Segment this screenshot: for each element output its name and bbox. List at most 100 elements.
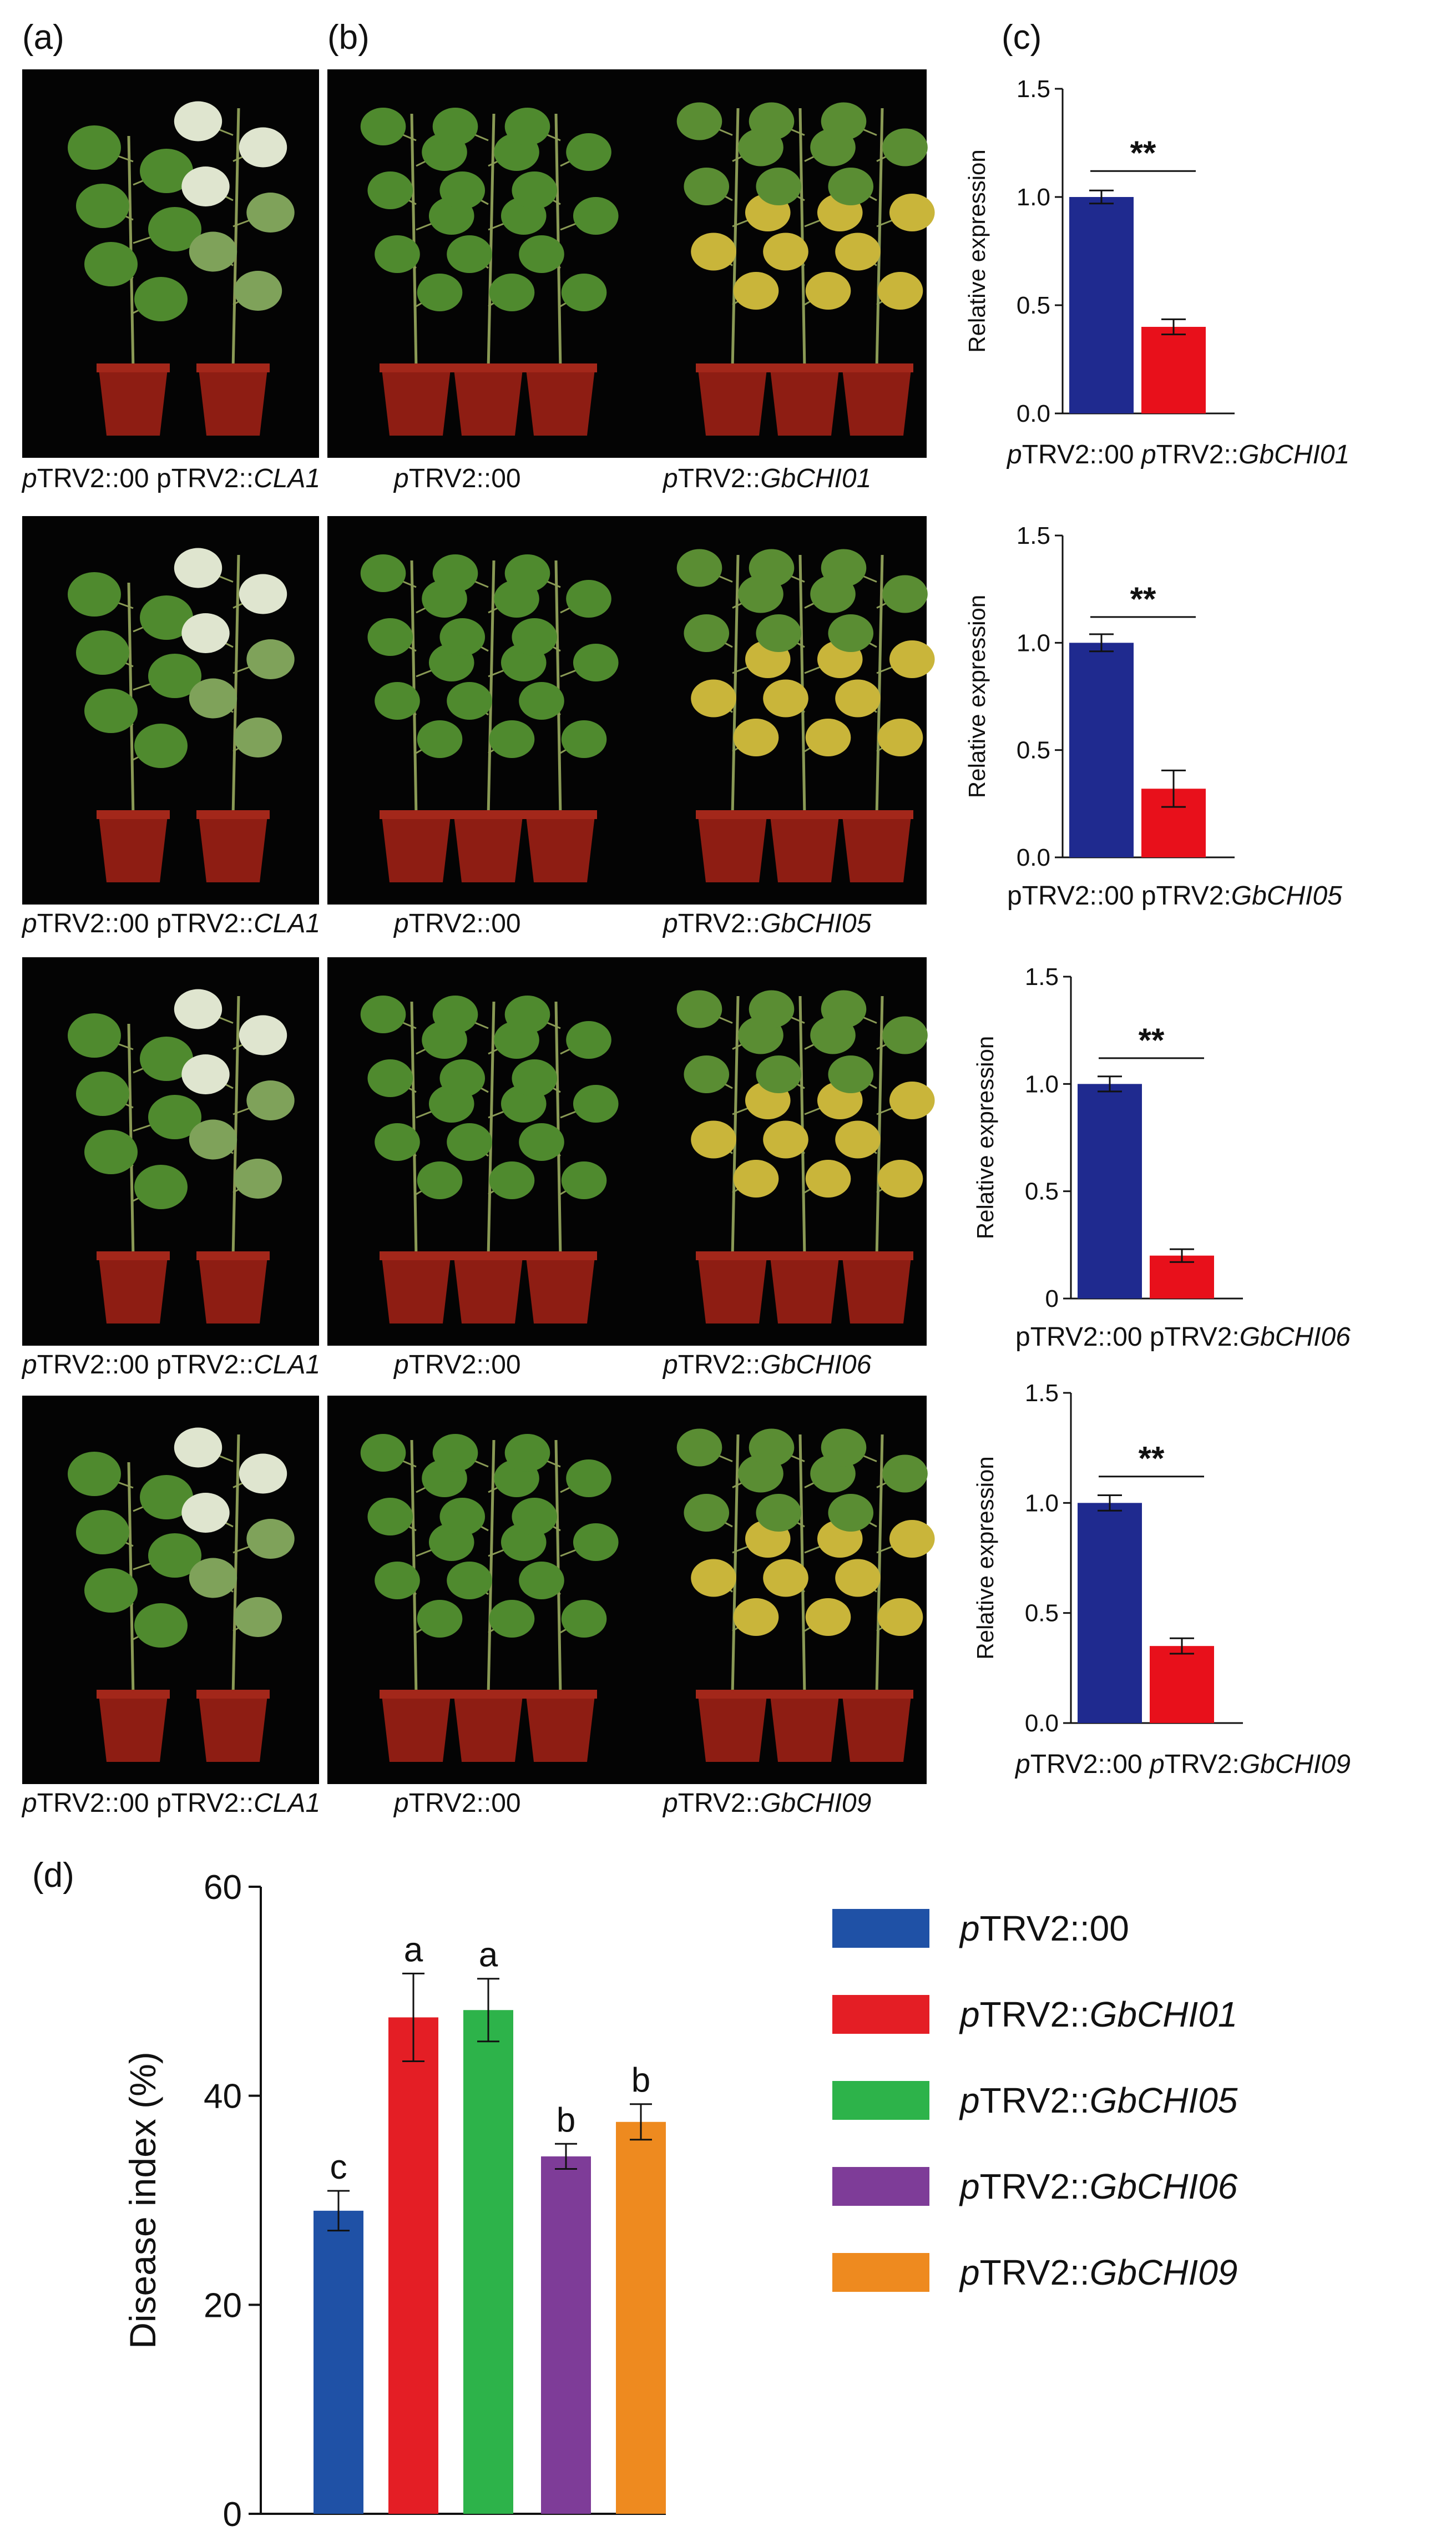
- leaf: [134, 277, 188, 321]
- leaf: [763, 1559, 808, 1597]
- leaf: [691, 1559, 736, 1597]
- leaf: [417, 720, 463, 758]
- bar: [1069, 197, 1134, 413]
- y-tick-label: 1.5: [1025, 963, 1059, 991]
- y-axis-label: Relative expression: [972, 1456, 998, 1660]
- leaf: [375, 682, 420, 720]
- significance-letter: b: [631, 2062, 650, 2100]
- photo-a: [22, 1396, 319, 1784]
- photo-panels: pTRV2::00 pTRV2::CLA1 pTRV2::00 pTRV2::GbC…: [21, 69, 935, 1818]
- leaf: [749, 549, 795, 587]
- flower-pot: [199, 369, 267, 436]
- leaf: [561, 720, 607, 758]
- flower-pot: [526, 369, 595, 436]
- flower-pot: [770, 1257, 839, 1323]
- photo-row-1: pTRV2::00 pTRV2::CLA1 pTRV2::00 pTRV2::GbC…: [21, 69, 935, 493]
- leaf: [367, 1498, 413, 1535]
- plant-stem: [487, 113, 496, 370]
- legend-swatch: [832, 1995, 929, 2034]
- leaf: [417, 1600, 463, 1638]
- y-tick-label: 0.0: [1017, 400, 1050, 427]
- leaf: [239, 1453, 287, 1494]
- legend-label: pTRV2::GbCHI01: [959, 1994, 1237, 2034]
- flower-pot: [842, 816, 911, 882]
- flower-pot: [770, 816, 839, 882]
- leaf: [828, 1055, 874, 1093]
- leaf: [733, 1160, 779, 1198]
- plant-stem: [731, 108, 740, 370]
- leaf: [756, 168, 802, 205]
- leaf: [828, 614, 874, 652]
- y-tick-label: 60: [204, 1868, 242, 1907]
- flower-pot: [454, 816, 523, 882]
- category-labels: pTRV2::00 pTRV2:GbCHI06: [1015, 1322, 1351, 1352]
- pot-rim: [696, 1690, 769, 1699]
- flower-pot: [382, 1695, 451, 1762]
- flower-pot: [842, 1257, 911, 1323]
- pot-rim: [768, 363, 841, 372]
- pot-rim: [380, 363, 453, 372]
- flower-pot: [454, 1257, 523, 1323]
- leaf: [447, 235, 492, 273]
- plant-stem: [231, 554, 240, 816]
- leaf: [889, 640, 935, 678]
- flower-pot: [382, 1257, 451, 1323]
- flower-pot: [382, 816, 451, 882]
- y-tick-label: 1.5: [1017, 522, 1050, 549]
- y-tick-label: 1.5: [1025, 1380, 1059, 1407]
- plant-stem: [487, 1001, 496, 1257]
- leaf: [828, 168, 874, 205]
- leaf: [504, 108, 550, 145]
- leaf: [691, 233, 736, 271]
- caption-a: pTRV2::00 pTRV2::CLA1: [21, 1350, 320, 1380]
- caption-b-control: pTRV2::00: [393, 1350, 521, 1380]
- flower-pot: [770, 369, 839, 436]
- pot-rim: [768, 810, 841, 819]
- flower-pot: [99, 369, 168, 436]
- leaf: [877, 1598, 923, 1636]
- leaf: [882, 1454, 928, 1493]
- leaf: [882, 128, 928, 166]
- leaf: [519, 682, 564, 720]
- leaf: [676, 1428, 722, 1467]
- flower-pot: [454, 369, 523, 436]
- leaf: [676, 990, 722, 1028]
- leaf: [68, 1013, 121, 1058]
- significance-letter: c: [330, 2148, 347, 2186]
- leaf: [749, 1428, 795, 1467]
- leaf: [68, 572, 121, 617]
- leaf: [84, 1568, 138, 1613]
- leaf: [573, 1523, 619, 1561]
- leaf: [174, 1427, 223, 1468]
- caption-b-control: pTRV2::00: [393, 1789, 521, 1818]
- leaf: [684, 614, 730, 652]
- panel-label-c: (c): [1002, 18, 1042, 57]
- leaf: [239, 127, 287, 168]
- leaf: [566, 1459, 611, 1497]
- leaf: [246, 193, 295, 233]
- leaf: [189, 231, 237, 272]
- pot-rim: [696, 810, 769, 819]
- significance-stars: **: [1139, 1022, 1165, 1059]
- leaf: [76, 1072, 129, 1116]
- leaf: [174, 989, 223, 1029]
- leaf: [134, 724, 188, 768]
- leaf: [882, 575, 928, 613]
- leaf: [84, 242, 138, 286]
- leaf: [691, 1120, 736, 1159]
- pot-rim: [380, 810, 453, 819]
- leaf: [512, 618, 558, 656]
- leaf: [489, 274, 535, 311]
- bar: [314, 2210, 363, 2514]
- leaf: [504, 996, 550, 1033]
- photo-a: [22, 957, 319, 1346]
- plant-stem: [231, 1434, 240, 1696]
- pot-rim: [840, 363, 913, 372]
- legend-label: pTRV2::GbCHI09: [959, 2252, 1237, 2292]
- pot-rim: [768, 1690, 841, 1699]
- y-axis-label: Relative expression: [972, 1036, 998, 1240]
- pot-rim: [696, 363, 769, 372]
